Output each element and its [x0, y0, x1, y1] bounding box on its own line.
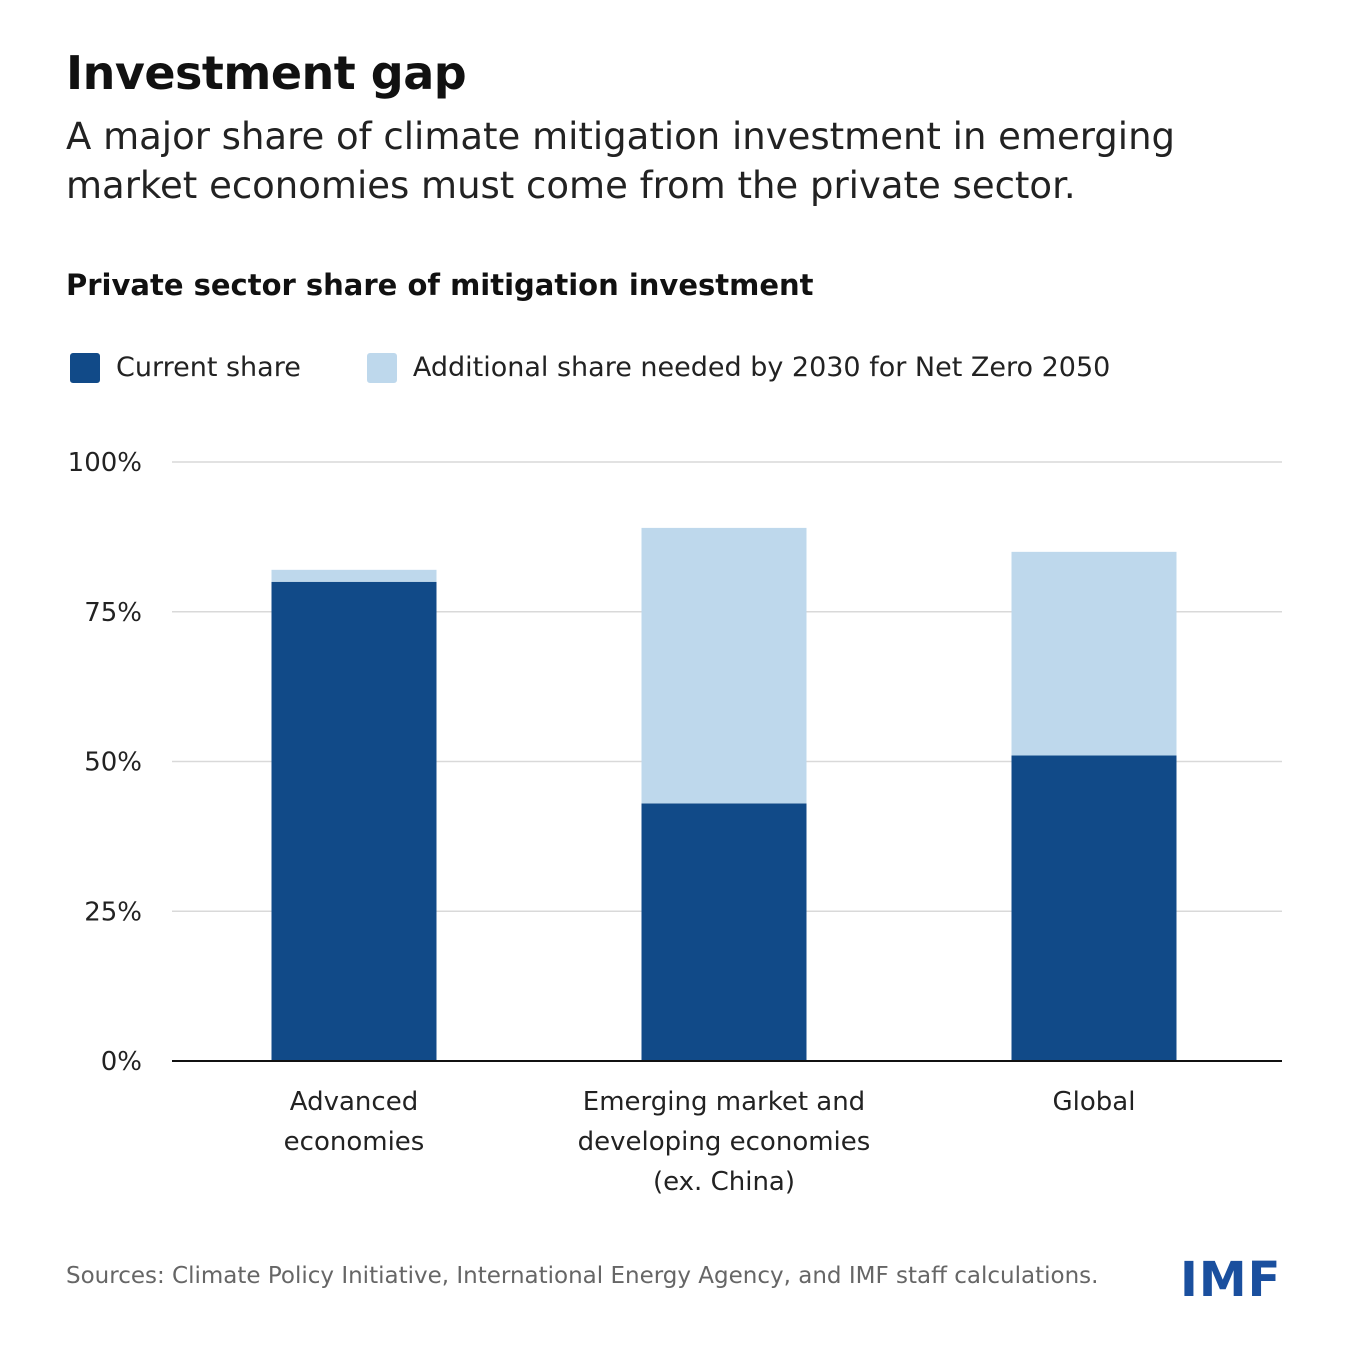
bar-additional [1011, 551, 1177, 756]
legend-item-current: Current share [70, 352, 301, 383]
legend-label-current: Current share [116, 352, 301, 383]
y-tick-label: 25% [84, 897, 142, 927]
bar-current [1011, 755, 1177, 1061]
bar-additional [271, 569, 437, 582]
x-tick-label: developing economies [578, 1127, 871, 1157]
x-tick-label: Emerging market and [583, 1087, 865, 1117]
legend-item-additional: Additional share needed by 2030 for Net … [366, 352, 1111, 383]
x-tick-label: economies [284, 1127, 425, 1157]
legend-label-additional: Additional share needed by 2030 for Net … [412, 352, 1111, 383]
legend: Current share Additional share needed by… [70, 352, 1176, 383]
y-tick-label: 0% [101, 1047, 142, 1077]
bar-additional [641, 527, 807, 804]
bar-current [271, 581, 437, 1061]
source-note: Sources: Climate Policy Initiative, Inte… [66, 1263, 1099, 1289]
x-tick-label: Advanced [290, 1087, 418, 1117]
imf-logo: IMF [1180, 1252, 1282, 1308]
page-title: Investment gap [66, 46, 467, 100]
x-tick-label: (ex. China) [653, 1167, 795, 1197]
y-tick-label: 100% [68, 448, 142, 478]
chart-title: Private sector share of mitigation inves… [66, 268, 814, 302]
legend-swatch-additional [366, 352, 397, 383]
x-tick-label: Global [1053, 1087, 1136, 1117]
legend-swatch-current [70, 352, 100, 383]
y-tick-label: 75% [84, 598, 142, 628]
bar-current [641, 803, 807, 1061]
page-subtitle: A major share of climate mitigation inve… [66, 115, 1176, 207]
y-tick-label: 50% [84, 748, 142, 778]
